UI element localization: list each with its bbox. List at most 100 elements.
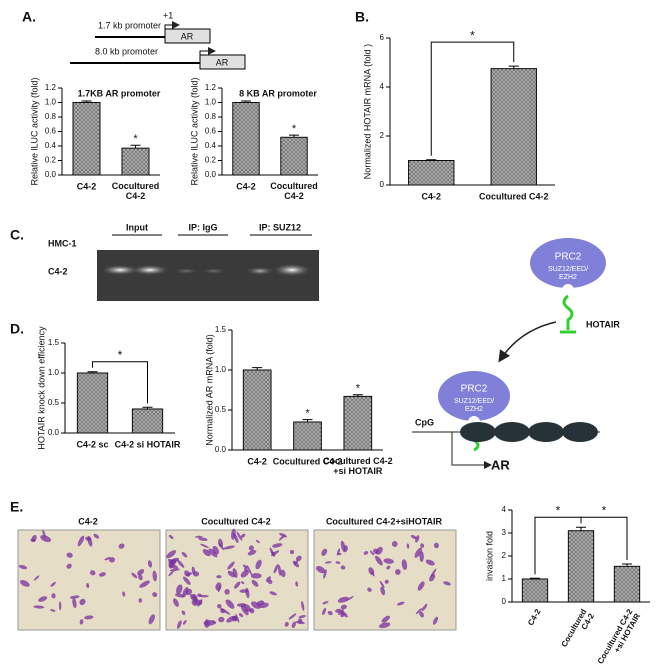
panel-label: C. (10, 227, 24, 243)
cell (255, 539, 260, 544)
cell (410, 534, 417, 540)
cell (288, 613, 297, 620)
cell (224, 589, 230, 595)
cell (109, 557, 115, 563)
cell (295, 581, 299, 587)
error-bar (426, 159, 437, 161)
cell (322, 601, 329, 605)
bar-hatch (614, 566, 640, 602)
cell (419, 551, 424, 563)
bracket (92, 361, 148, 404)
bar-hatch (232, 102, 260, 175)
gel-header: IP: SUZ12 (259, 222, 301, 232)
cell (379, 580, 385, 588)
cell (168, 534, 174, 540)
cell (295, 555, 302, 562)
cell (168, 570, 174, 577)
y-tick-label: 1.5 (215, 325, 227, 334)
cell (227, 570, 236, 578)
cell (33, 575, 40, 581)
cell (250, 601, 261, 609)
panel-label: B. (355, 9, 369, 25)
cell (248, 545, 254, 551)
x-tick-label: C4-2 (236, 181, 256, 191)
x-tick-label: Cocultured C4-2+si HOTAIR (323, 456, 393, 476)
cell (419, 611, 424, 618)
error-bar (87, 371, 98, 373)
subunit-label: SUZ12/EED/ (454, 398, 494, 405)
y-tick-label: 0.0 (215, 445, 227, 454)
cell (215, 582, 222, 591)
cell (202, 548, 211, 557)
cell (406, 543, 410, 549)
cell (72, 597, 77, 609)
chart-title: 8 KB AR promoter (239, 88, 317, 98)
cell (182, 586, 189, 598)
bar-hatch (522, 579, 548, 602)
cell (295, 620, 305, 625)
complex-label: PRC2 (461, 384, 488, 395)
y-tick-label: 1.0 (48, 368, 60, 377)
cell (432, 616, 439, 625)
cell (293, 560, 298, 565)
cell (443, 581, 451, 586)
cell (242, 564, 248, 569)
x-tick-label: CoculturedC4-2 (560, 607, 597, 653)
gene-label: AR (181, 31, 194, 41)
cell (223, 545, 235, 550)
gel-header: Input (126, 222, 148, 232)
y-tick-label: 3 (502, 528, 507, 537)
cell (138, 574, 143, 581)
cell (337, 609, 344, 615)
bar-hatch (77, 373, 108, 433)
error-bar (241, 100, 251, 103)
y-axis-label: invasion fold (484, 531, 494, 581)
cell (367, 587, 372, 592)
cell (38, 596, 48, 602)
cell (378, 622, 391, 629)
cell (251, 579, 259, 587)
rna-label: HOTAIR (586, 319, 620, 329)
x-tick-label: C4-2 si HOTAIR (115, 439, 181, 449)
error-bar (130, 144, 141, 149)
cell (340, 604, 347, 610)
cell (51, 593, 56, 599)
cell (278, 564, 282, 576)
y-tick-label: 0 (502, 597, 507, 606)
cell (401, 559, 408, 570)
cell (58, 601, 62, 611)
cell (433, 542, 439, 549)
cell (77, 535, 85, 547)
promoter-label: 8.0 kb promoter (95, 46, 158, 56)
cell (176, 584, 183, 595)
cell (394, 569, 401, 575)
cell (66, 552, 73, 558)
y-tick-label: 1.0 (205, 98, 217, 107)
error-bar (508, 65, 519, 69)
bar-hatch (491, 68, 537, 185)
significance: * (602, 503, 607, 517)
cell (168, 560, 175, 569)
cell (421, 603, 428, 612)
cell (33, 605, 45, 609)
cell (244, 567, 248, 572)
bar-hatch (343, 396, 372, 450)
y-tick-label: 1.2 (205, 83, 217, 92)
cell (272, 543, 283, 548)
panel-label: A. (22, 9, 36, 25)
y-tick-label: 0 (380, 180, 385, 189)
cell (429, 573, 436, 582)
cell (181, 551, 188, 558)
cell (212, 545, 220, 555)
y-tick-label: 4 (380, 82, 385, 91)
y-tick-label: 0.6 (205, 127, 217, 136)
cell (231, 615, 238, 622)
x-tick-label: C4-2 sc (76, 439, 108, 449)
cell (208, 548, 218, 558)
model-diagram (412, 238, 606, 469)
gel-image (97, 250, 319, 301)
cell (50, 609, 56, 612)
cell (227, 561, 235, 570)
cell (425, 559, 435, 566)
y-tick-label: 1 (502, 574, 507, 583)
